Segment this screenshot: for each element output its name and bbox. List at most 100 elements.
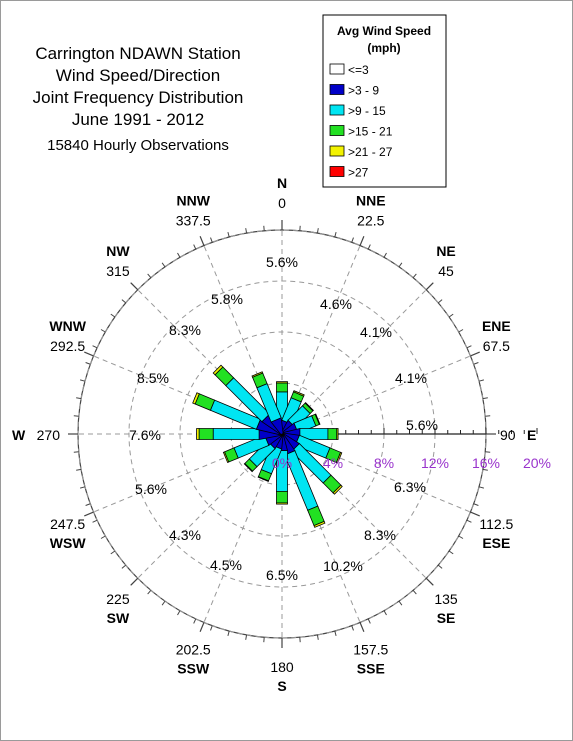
petal-segment [212, 364, 224, 376]
outer-tick [100, 329, 106, 333]
direction-degree-label: 90 [500, 427, 516, 443]
direction-degree-label: 225 [106, 591, 130, 607]
outer-tick [437, 299, 443, 304]
outer-tick [193, 618, 197, 624]
legend-swatch [329, 166, 345, 177]
frequency-label: 8.5% [137, 370, 169, 386]
outer-tick [448, 313, 454, 318]
direction-abbr-label: NW [106, 243, 130, 259]
outer-tick [76, 397, 82, 400]
petal-segment [243, 462, 254, 473]
frequency-label: 10.2% [323, 558, 363, 574]
outer-tick [316, 228, 319, 234]
outer-tick [466, 519, 472, 523]
outer-tick [110, 550, 116, 555]
grid-spoke [281, 433, 361, 623]
radial-axis-label: 8% [374, 455, 394, 471]
outer-tick [85, 503, 91, 506]
frequency-label: 4.3% [169, 527, 201, 543]
petal-segment [336, 428, 339, 440]
direction-abbr-label: SE [437, 610, 456, 626]
grid-spoke [203, 245, 283, 435]
chart-title-line: Carrington NDAWN Station [35, 44, 240, 63]
outer-tick [367, 244, 371, 250]
radial-axis-label: 20% [523, 455, 551, 471]
outer-tick [227, 231, 230, 238]
legend-swatch [329, 84, 345, 95]
chart-title-line: June 1991 - 2012 [72, 110, 204, 129]
petal-segment [304, 402, 314, 412]
petal-segment [276, 502, 288, 505]
radial-axis-label: 12% [421, 455, 449, 471]
outer-tick [478, 379, 485, 382]
direction-degree-label: 315 [106, 263, 130, 279]
legend-swatch [329, 145, 345, 157]
outer-tick [383, 610, 387, 616]
grid-spoke [281, 433, 471, 513]
frequency-label: 4.1% [360, 324, 392, 340]
direction-abbr-label: ENE [482, 318, 511, 334]
direction-degree-label: 67.5 [483, 338, 510, 354]
outer-tick [161, 600, 166, 606]
outer-tick [121, 564, 127, 569]
frequency-label: 6.3% [394, 479, 426, 495]
outer-tick [210, 237, 213, 243]
direction-tick [425, 282, 434, 291]
petal-segment [276, 382, 288, 393]
outer-tick [466, 345, 472, 349]
legend-title: (mph) [367, 41, 400, 55]
legend-label: >27 [348, 166, 369, 180]
outer-tick [110, 313, 116, 318]
legend-label: <=3 [348, 63, 369, 77]
grid-spoke [203, 433, 283, 623]
outer-tick [437, 564, 443, 569]
direction-abbr-label: ESE [482, 535, 510, 551]
direction-tick [84, 511, 94, 517]
direction-abbr-label: NNE [356, 193, 386, 209]
petal-segment [222, 451, 230, 464]
petal-segment [192, 392, 200, 405]
petal-segment [276, 381, 288, 384]
outer-tick [147, 589, 152, 595]
direction-abbr-label: WSW [50, 535, 87, 551]
outer-tick [458, 535, 464, 539]
petal-segment [257, 476, 269, 483]
outer-tick [334, 231, 337, 238]
outer-tick [177, 252, 181, 258]
grid-spoke [281, 245, 361, 435]
grid-spoke [137, 289, 283, 435]
outer-tick [92, 519, 98, 523]
direction-degree-label: 202.5 [176, 641, 211, 657]
direction-degree-label: 112.5 [479, 516, 513, 532]
frequency-label: 6.5% [266, 567, 298, 583]
frequency-label: 8.3% [364, 527, 396, 543]
legend-label: >21 - 27 [348, 145, 393, 159]
outer-tick [79, 486, 86, 489]
chart-title-line: Joint Frequency Distribution [33, 88, 244, 107]
frequency-label: 5.6% [406, 417, 438, 433]
direction-abbr-label: N [277, 175, 287, 191]
direction-degree-label: 247.5 [50, 516, 85, 532]
outer-tick [412, 589, 417, 595]
direction-degree-label: 45 [438, 263, 454, 279]
radial-axis-label: 16% [472, 455, 500, 471]
outer-tick [92, 345, 98, 349]
legend-label: >9 - 15 [348, 104, 386, 118]
outer-tick [121, 299, 127, 304]
frequency-label: 7.6% [129, 427, 161, 443]
petal-segment [196, 428, 200, 440]
direction-degree-label: 22.5 [357, 213, 384, 229]
outer-tick [100, 535, 106, 539]
outer-tick [177, 610, 181, 616]
outer-tick [193, 244, 197, 250]
radial-axis-label: 0% [272, 455, 292, 471]
frequency-label: 4.1% [395, 370, 427, 386]
direction-abbr-label: SW [107, 610, 130, 626]
frequency-label: 8.3% [169, 322, 201, 338]
outer-tick [448, 550, 454, 555]
outer-tick [398, 600, 403, 606]
petal-segment [332, 484, 343, 495]
legend-title: Avg Wind Speed [337, 24, 431, 38]
legend-swatch [329, 125, 345, 136]
